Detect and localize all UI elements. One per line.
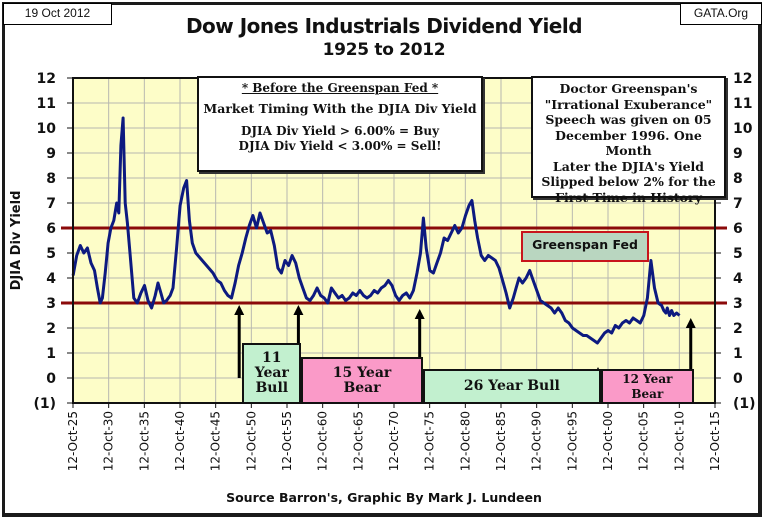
arrow-up-icon (293, 305, 304, 315)
site-label: GATA.Org (680, 3, 762, 25)
y-tick-label-right: 12 (733, 71, 752, 87)
note-sell-rule: DJIA Div Yield < 3.00% = Sell! (238, 139, 442, 153)
speech-line: Speech was given on 05 (545, 112, 712, 127)
note-heading: * Before the Greenspan Fed * (241, 81, 439, 95)
period-label-line: 15 Year (332, 364, 392, 381)
y-tick-label-right: 1 (733, 346, 743, 362)
y-tick-label-left: (1) (33, 396, 56, 412)
y-tick-label-left: 7 (46, 196, 56, 212)
x-tick-label: 12-Oct-65 (351, 411, 365, 471)
x-tick-label: 12-Oct-05 (637, 411, 651, 471)
x-tick-label: 12-Oct-00 (601, 411, 615, 471)
period-label-line: Bull (255, 380, 289, 396)
x-tick-label: 12-Oct-40 (173, 411, 187, 471)
y-tick-label-left: 3 (46, 296, 56, 312)
x-tick-label: 12-Oct-25 (66, 411, 80, 471)
x-tick-label: 12-Oct-30 (102, 411, 116, 471)
y-tick-label-right: 7 (733, 196, 743, 212)
x-axis-ticks: 12-Oct-25 12-Oct-30 12-Oct-35 12-Oct-40 12-O… (66, 403, 722, 471)
y-tick-label-left: 4 (46, 271, 56, 287)
y-tick-label-left: 6 (46, 221, 56, 237)
y-tick-label-right: (1) (733, 396, 756, 412)
x-tick-label: 12-Oct-10 (672, 411, 686, 471)
note-subheading: Market Timing With the DJIA Div Yield (203, 101, 477, 116)
date-label: 19 Oct 2012 (3, 3, 112, 25)
x-tick-label: 12-Oct-35 (137, 411, 151, 471)
arrow-up-icon (414, 309, 425, 319)
y-tick-label-left: 2 (46, 321, 56, 337)
y-tick-label-left: 0 (46, 371, 56, 387)
period-label-line: Bear (631, 386, 664, 401)
y-tick-label-left: 9 (46, 146, 56, 162)
period-label-line: Bear (343, 379, 381, 396)
speech-line: Doctor Greenspan's (559, 81, 698, 96)
period-label-line: 11 (262, 350, 282, 366)
x-tick-label: 12-Oct-15 (708, 411, 722, 471)
x-tick-label: 12-Oct-90 (530, 411, 544, 471)
x-tick-label: 12-Oct-70 (387, 411, 401, 471)
y-tick-label-right: 5 (733, 246, 743, 262)
period-label-line: 26 Year Bull (463, 378, 560, 394)
period-label: 26 Year Bull (464, 379, 560, 394)
speech-line: "Irrational Exuberance" (544, 96, 713, 112)
y-tick-label-right: 4 (733, 271, 743, 287)
chart-title: Dow Jones Industrials Dividend Yield (185, 14, 583, 38)
chart-subtitle: 1925 to 2012 (322, 40, 446, 60)
y-tick-label-right: 2 (733, 321, 743, 337)
x-tick-label: 12-Oct-60 (316, 411, 330, 471)
y-tick-label-right: 3 (733, 296, 743, 312)
period-label: 12 Year Bear (622, 372, 672, 402)
period-label: 11 Year Bull (255, 351, 289, 396)
x-tick-label: 12-Oct-95 (565, 411, 579, 471)
y-tick-label-left: 11 (37, 96, 56, 112)
y-tick-label-left: 8 (46, 171, 56, 187)
x-tick-label: 12-Oct-80 (458, 411, 472, 471)
y-tick-label-left: 10 (37, 121, 57, 137)
note-buy-rule: DJIA Div Yield > 6.00% = Buy (240, 124, 440, 138)
y-axis-title: DJIA Div Yield (9, 191, 24, 291)
greenspan-fed-label: Greenspan Fed (521, 231, 649, 262)
speech-line: December 1996. One Month (555, 127, 702, 159)
chart-frame (2, 2, 762, 517)
y-tick-label-left: 1 (46, 346, 56, 362)
x-tick-label: 12-Oct-85 (494, 411, 508, 471)
y-tick-label-right: 9 (733, 146, 743, 162)
y-tick-label-right: 6 (733, 221, 743, 237)
period-box-bear: 15 Year Bear (301, 357, 423, 404)
y-tick-label-right: 10 (733, 121, 753, 137)
x-tick-label: 12-Oct-75 (423, 411, 437, 471)
greenspan-speech-note: Doctor Greenspan's "Irrational Exuberanc… (531, 76, 726, 205)
speech-line: Slipped below 2% for the (541, 174, 716, 189)
y-tick-label-right: 8 (733, 171, 743, 187)
x-tick-label: 12-Oct-55 (280, 411, 294, 471)
speech-line: Later the DJIA's Yield (552, 158, 705, 174)
speech-line: First Time in History (555, 189, 702, 205)
arrow-up-icon (685, 318, 696, 328)
period-label-line: 12 Year (622, 371, 673, 386)
arrow-up-icon (234, 305, 245, 315)
y-tick-label-left: 12 (37, 71, 56, 87)
y-tick-label-right: 11 (733, 96, 752, 112)
y-tick-label-left: 5 (46, 246, 56, 262)
period-label: 15 Year Bear (332, 364, 392, 396)
period-box-bear: 12 Year Bear (601, 369, 694, 404)
y-tick-label-right: 0 (733, 371, 743, 387)
period-box-bull: 26 Year Bull (422, 369, 601, 404)
period-box-bull: 11 Year Bull (242, 343, 302, 404)
x-tick-label: 12-Oct-50 (244, 411, 258, 471)
period-label-line: Year (254, 365, 289, 381)
x-axis-source-caption: Source Barron's, Graphic By Mark J. Lund… (226, 490, 542, 505)
market-timing-note: * Before the Greenspan Fed * Market Timi… (197, 76, 483, 172)
series-line-dividend-yield (71, 116, 681, 345)
threshold-lines (61, 226, 727, 305)
x-tick-label: 12-Oct-45 (209, 411, 223, 471)
